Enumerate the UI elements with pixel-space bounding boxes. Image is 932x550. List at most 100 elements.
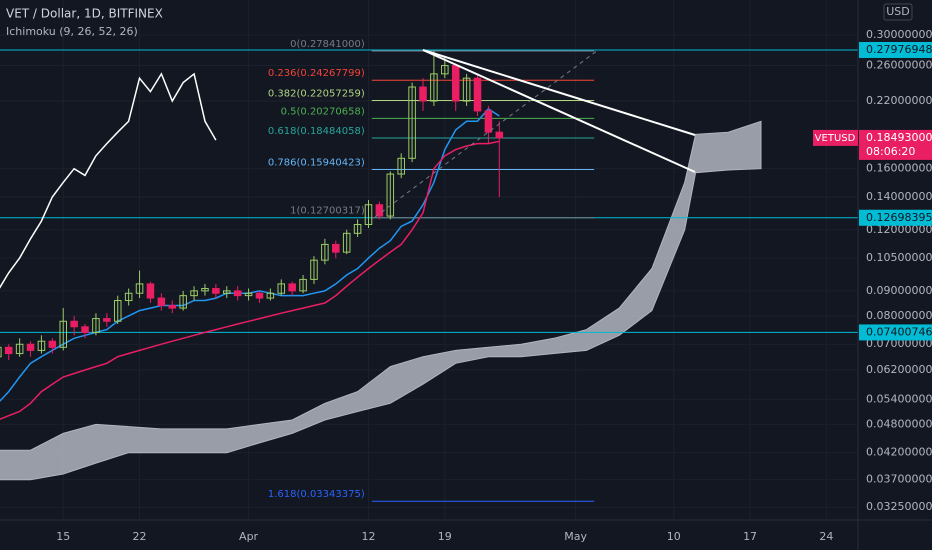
fib-label: 0.786(0.15940423)	[268, 157, 365, 168]
candle-body	[288, 283, 296, 292]
price-box	[859, 129, 932, 160]
x-tick-label: 12	[361, 530, 375, 543]
candle-body	[222, 290, 231, 294]
candle-body	[113, 300, 122, 322]
x-tick-label: 24	[819, 530, 833, 543]
y-tick-label: 0.26000000	[866, 59, 932, 72]
drawings	[374, 49, 696, 218]
candle-body	[353, 224, 362, 234]
candle-body	[375, 204, 384, 217]
candle-body	[441, 65, 449, 75]
x-tick-label: May	[564, 530, 587, 543]
level-label-box	[859, 41, 932, 58]
x-tick-label: Apr	[239, 530, 259, 543]
candle-body	[484, 110, 493, 133]
candle-body	[190, 290, 198, 297]
y-tick-label: 0.16000000	[866, 162, 932, 175]
candle-body	[103, 318, 111, 322]
candle-body	[15, 343, 24, 355]
y-tick-label: 0.10500000	[866, 251, 932, 264]
candle-body	[4, 346, 13, 355]
fib-label: 0.236(0.24267799)	[268, 68, 365, 79]
candle-body	[48, 340, 57, 348]
indicator-line	[0, 140, 500, 420]
candle-body	[179, 295, 187, 309]
countdown: 08:06:20	[866, 145, 915, 158]
fib-label: 0.618(0.18484058)	[268, 126, 365, 137]
chart-title: VET / Dollar, 1D, BITFINEX	[6, 7, 163, 21]
y-tick-label: 0.07000000	[866, 337, 932, 350]
candle-body	[255, 292, 264, 299]
x-tick-label: 10	[667, 530, 681, 543]
candle-body	[419, 86, 427, 102]
candle-body	[364, 204, 373, 226]
last-price: 0.18493000	[866, 131, 932, 144]
y-tick-label: 0.06200000	[866, 363, 932, 376]
x-tick-label: 22	[133, 530, 147, 543]
candle-body	[397, 157, 405, 175]
candle-body	[451, 65, 460, 102]
level-label: 0.27976948	[866, 43, 932, 56]
fib-label: 0.5(0.20270658)	[281, 106, 365, 117]
candle-body	[26, 343, 35, 351]
level-label-box	[859, 209, 932, 226]
symbol: VETUSD	[815, 133, 856, 144]
fib-label: 0.382(0.22057259)	[268, 88, 365, 99]
x-tick-label: 17	[743, 530, 757, 543]
trend-line	[422, 49, 696, 136]
y-tick-label: 0.08000000	[866, 309, 932, 322]
y-tick-label: 0.09000000	[866, 284, 932, 297]
currency[interactable]: USD	[886, 5, 910, 18]
candle-body	[70, 320, 78, 328]
ichimoku-cloud	[0, 120, 762, 481]
y-tick-label: 0.03700000	[866, 473, 932, 486]
plot: 0(0.27841000) 0.236(0.24267799) 0.382(0.22…	[0, 39, 858, 502]
candle-body	[321, 243, 329, 261]
level-label: 0.07400746	[866, 325, 932, 338]
candle-body	[92, 318, 100, 333]
candle-body	[342, 232, 351, 253]
y-tick-label: 0.30000000	[866, 28, 932, 41]
candle-body	[157, 297, 166, 307]
candle-body	[37, 340, 46, 351]
candle-body	[277, 283, 286, 294]
candle-body	[135, 283, 144, 294]
x-tick-label: 15	[56, 530, 70, 543]
fib-label: 1(0.12700317)	[290, 206, 365, 217]
candle-body	[310, 259, 318, 280]
indicator-line	[0, 72, 217, 289]
fib-label: 1.618(0.03343375)	[268, 489, 365, 500]
y-tick-label: 0.14000000	[866, 190, 932, 203]
trend-line	[422, 49, 696, 173]
candle-body	[168, 305, 177, 309]
candle-body	[0, 346, 2, 358]
candle-body	[408, 86, 416, 159]
dashed-trend	[374, 49, 599, 218]
candle-body	[233, 290, 242, 297]
candle-body	[430, 73, 438, 102]
currency-box[interactable]	[883, 3, 913, 21]
level-label: 0.12698395	[866, 211, 932, 224]
candle-body	[59, 320, 68, 348]
y-tick-label: 0.22000000	[866, 94, 932, 107]
y-tick-label: 0.03250000	[866, 500, 932, 513]
fib-label: 0(0.27841000)	[290, 39, 365, 50]
y-tick-label: 0.05400000	[866, 392, 932, 405]
candle-body	[146, 283, 155, 299]
x-tick-label: 19	[438, 530, 452, 543]
candle-body	[386, 173, 395, 217]
candle-body	[212, 288, 220, 294]
candle-body	[299, 278, 307, 292]
candle-body	[495, 131, 504, 139]
candle-body	[81, 326, 89, 333]
candle-body	[332, 243, 340, 253]
candle-body	[244, 292, 253, 297]
level-label-box	[859, 324, 932, 341]
candle-body	[266, 292, 275, 299]
symbol-box	[813, 129, 858, 146]
candle-body	[124, 292, 133, 302]
y-tick-label: 0.12000000	[866, 223, 932, 236]
indicator-label: Ichimoku (9, 26, 52, 26)	[6, 25, 138, 38]
